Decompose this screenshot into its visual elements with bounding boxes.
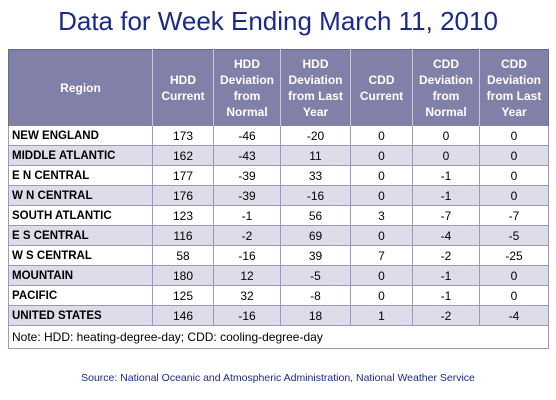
table-row: MOUNTAIN 180 12 -5 0 -1 0 (8, 265, 549, 286)
table-cell: 162 (152, 145, 214, 166)
table-row: E N CENTRAL 177 -39 33 0 -1 0 (8, 165, 549, 186)
table-cell: 7 (350, 245, 413, 266)
table-cell: 0 (350, 185, 413, 206)
source-note: Source: National Oceanic and Atmospheric… (81, 372, 475, 384)
table-row: UNITED STATES 146 -16 18 1 -2 -4 (8, 305, 549, 326)
region-cell: W N CENTRAL (8, 185, 153, 206)
table-row: PACIFIC 125 32 -8 0 -1 0 (8, 285, 549, 306)
table-cell: -5 (280, 265, 351, 286)
table-cell: 125 (152, 285, 214, 306)
table-note: Note: HDD: heating-degree-day; CDD: cool… (8, 325, 549, 349)
table-header-row: Region HDD Current HDD Deviation from No… (8, 49, 549, 126)
table-cell: 69 (280, 225, 351, 246)
table-note-row: Note: HDD: heating-degree-day; CDD: cool… (8, 325, 549, 349)
table-cell: 32 (213, 285, 281, 306)
table-cell: -1 (412, 185, 480, 206)
region-cell: UNITED STATES (8, 305, 153, 326)
table-row: MIDDLE ATLANTIC 162 -43 11 0 0 0 (8, 145, 549, 166)
table-cell: 0 (479, 126, 549, 146)
region-cell: PACIFIC (8, 285, 153, 306)
table-cell: -46 (213, 126, 281, 146)
table-row: W S CENTRAL 58 -16 39 7 -2 -25 (8, 245, 549, 266)
table-cell: 0 (350, 126, 413, 146)
table-cell: -1 (412, 265, 480, 286)
table-cell: 123 (152, 205, 214, 226)
table-cell: 0 (350, 265, 413, 286)
table-cell: 0 (350, 165, 413, 186)
column-header-hdd-current: HDD Current (152, 49, 214, 126)
table-cell: -2 (412, 245, 480, 266)
table-cell: 0 (479, 145, 549, 166)
table-cell: -7 (479, 205, 549, 226)
region-cell: NEW ENGLAND (8, 126, 153, 146)
table-row: W N CENTRAL 176 -39 -16 0 -1 0 (8, 185, 549, 206)
table-row: E S CENTRAL 116 -2 69 0 -4 -5 (8, 225, 549, 246)
table-cell: 177 (152, 165, 214, 186)
region-cell: SOUTH ATLANTIC (8, 205, 153, 226)
column-header-cdd-current: CDD Current (350, 49, 413, 126)
column-header-cdd-deviation-last-year: CDD Deviation from Last Year (479, 49, 549, 126)
table-cell: 12 (213, 265, 281, 286)
region-cell: MOUNTAIN (8, 265, 153, 286)
table-cell: -39 (213, 185, 281, 206)
table-cell: -25 (479, 245, 549, 266)
table-cell: 0 (350, 225, 413, 246)
table-cell: -4 (479, 305, 549, 326)
table-cell: 18 (280, 305, 351, 326)
region-cell: W S CENTRAL (8, 245, 153, 266)
table-cell: -16 (213, 245, 281, 266)
column-header-hdd-deviation-last-year: HDD Deviation from Last Year (280, 49, 351, 126)
table-cell: -20 (280, 126, 351, 146)
table-cell: -5 (479, 225, 549, 246)
table-row: NEW ENGLAND 173 -46 -20 0 0 0 (8, 126, 549, 146)
table-row: SOUTH ATLANTIC 123 -1 56 3 -7 -7 (8, 205, 549, 226)
table-body: NEW ENGLAND 173 -46 -20 0 0 0 MIDDLE ATL… (8, 126, 549, 326)
table-cell: 173 (152, 126, 214, 146)
region-cell: E S CENTRAL (8, 225, 153, 246)
table-cell: -4 (412, 225, 480, 246)
region-cell: MIDDLE ATLANTIC (8, 145, 153, 166)
table-cell: 0 (350, 285, 413, 306)
table-cell: 56 (280, 205, 351, 226)
column-header-cdd-deviation-normal: CDD Deviation from Normal (412, 49, 480, 126)
table-cell: 11 (280, 145, 351, 166)
table-cell: 0 (479, 265, 549, 286)
table-cell: 39 (280, 245, 351, 266)
table-cell: 1 (350, 305, 413, 326)
table-cell: 176 (152, 185, 214, 206)
table-cell: -1 (213, 205, 281, 226)
page-title: Data for Week Ending March 11, 2010 (58, 6, 498, 36)
table-cell: 58 (152, 245, 214, 266)
table-cell: 180 (152, 265, 214, 286)
table-cell: 0 (479, 285, 549, 306)
table-cell: -2 (213, 225, 281, 246)
table-cell: -16 (213, 305, 281, 326)
column-header-hdd-deviation-normal: HDD Deviation from Normal (213, 49, 281, 126)
table-cell: 0 (479, 165, 549, 186)
table-cell: 3 (350, 205, 413, 226)
table-cell: -16 (280, 185, 351, 206)
degree-day-table-container: Region HDD Current HDD Deviation from No… (8, 49, 549, 349)
table-cell: -2 (412, 305, 480, 326)
table-cell: -39 (213, 165, 281, 186)
table-cell: -43 (213, 145, 281, 166)
table-cell: 33 (280, 165, 351, 186)
table-cell: 146 (152, 305, 214, 326)
table-cell: -1 (412, 165, 480, 186)
table-cell: 0 (412, 126, 480, 146)
table-cell: 0 (350, 145, 413, 166)
table-cell: 116 (152, 225, 214, 246)
region-cell: E N CENTRAL (8, 165, 153, 186)
table-cell: 0 (479, 185, 549, 206)
table-cell: -7 (412, 205, 480, 226)
table-cell: 0 (412, 145, 480, 166)
table-cell: -1 (412, 285, 480, 306)
table-cell: -8 (280, 285, 351, 306)
degree-day-table: Region HDD Current HDD Deviation from No… (8, 49, 549, 349)
column-header-region: Region (8, 49, 153, 126)
